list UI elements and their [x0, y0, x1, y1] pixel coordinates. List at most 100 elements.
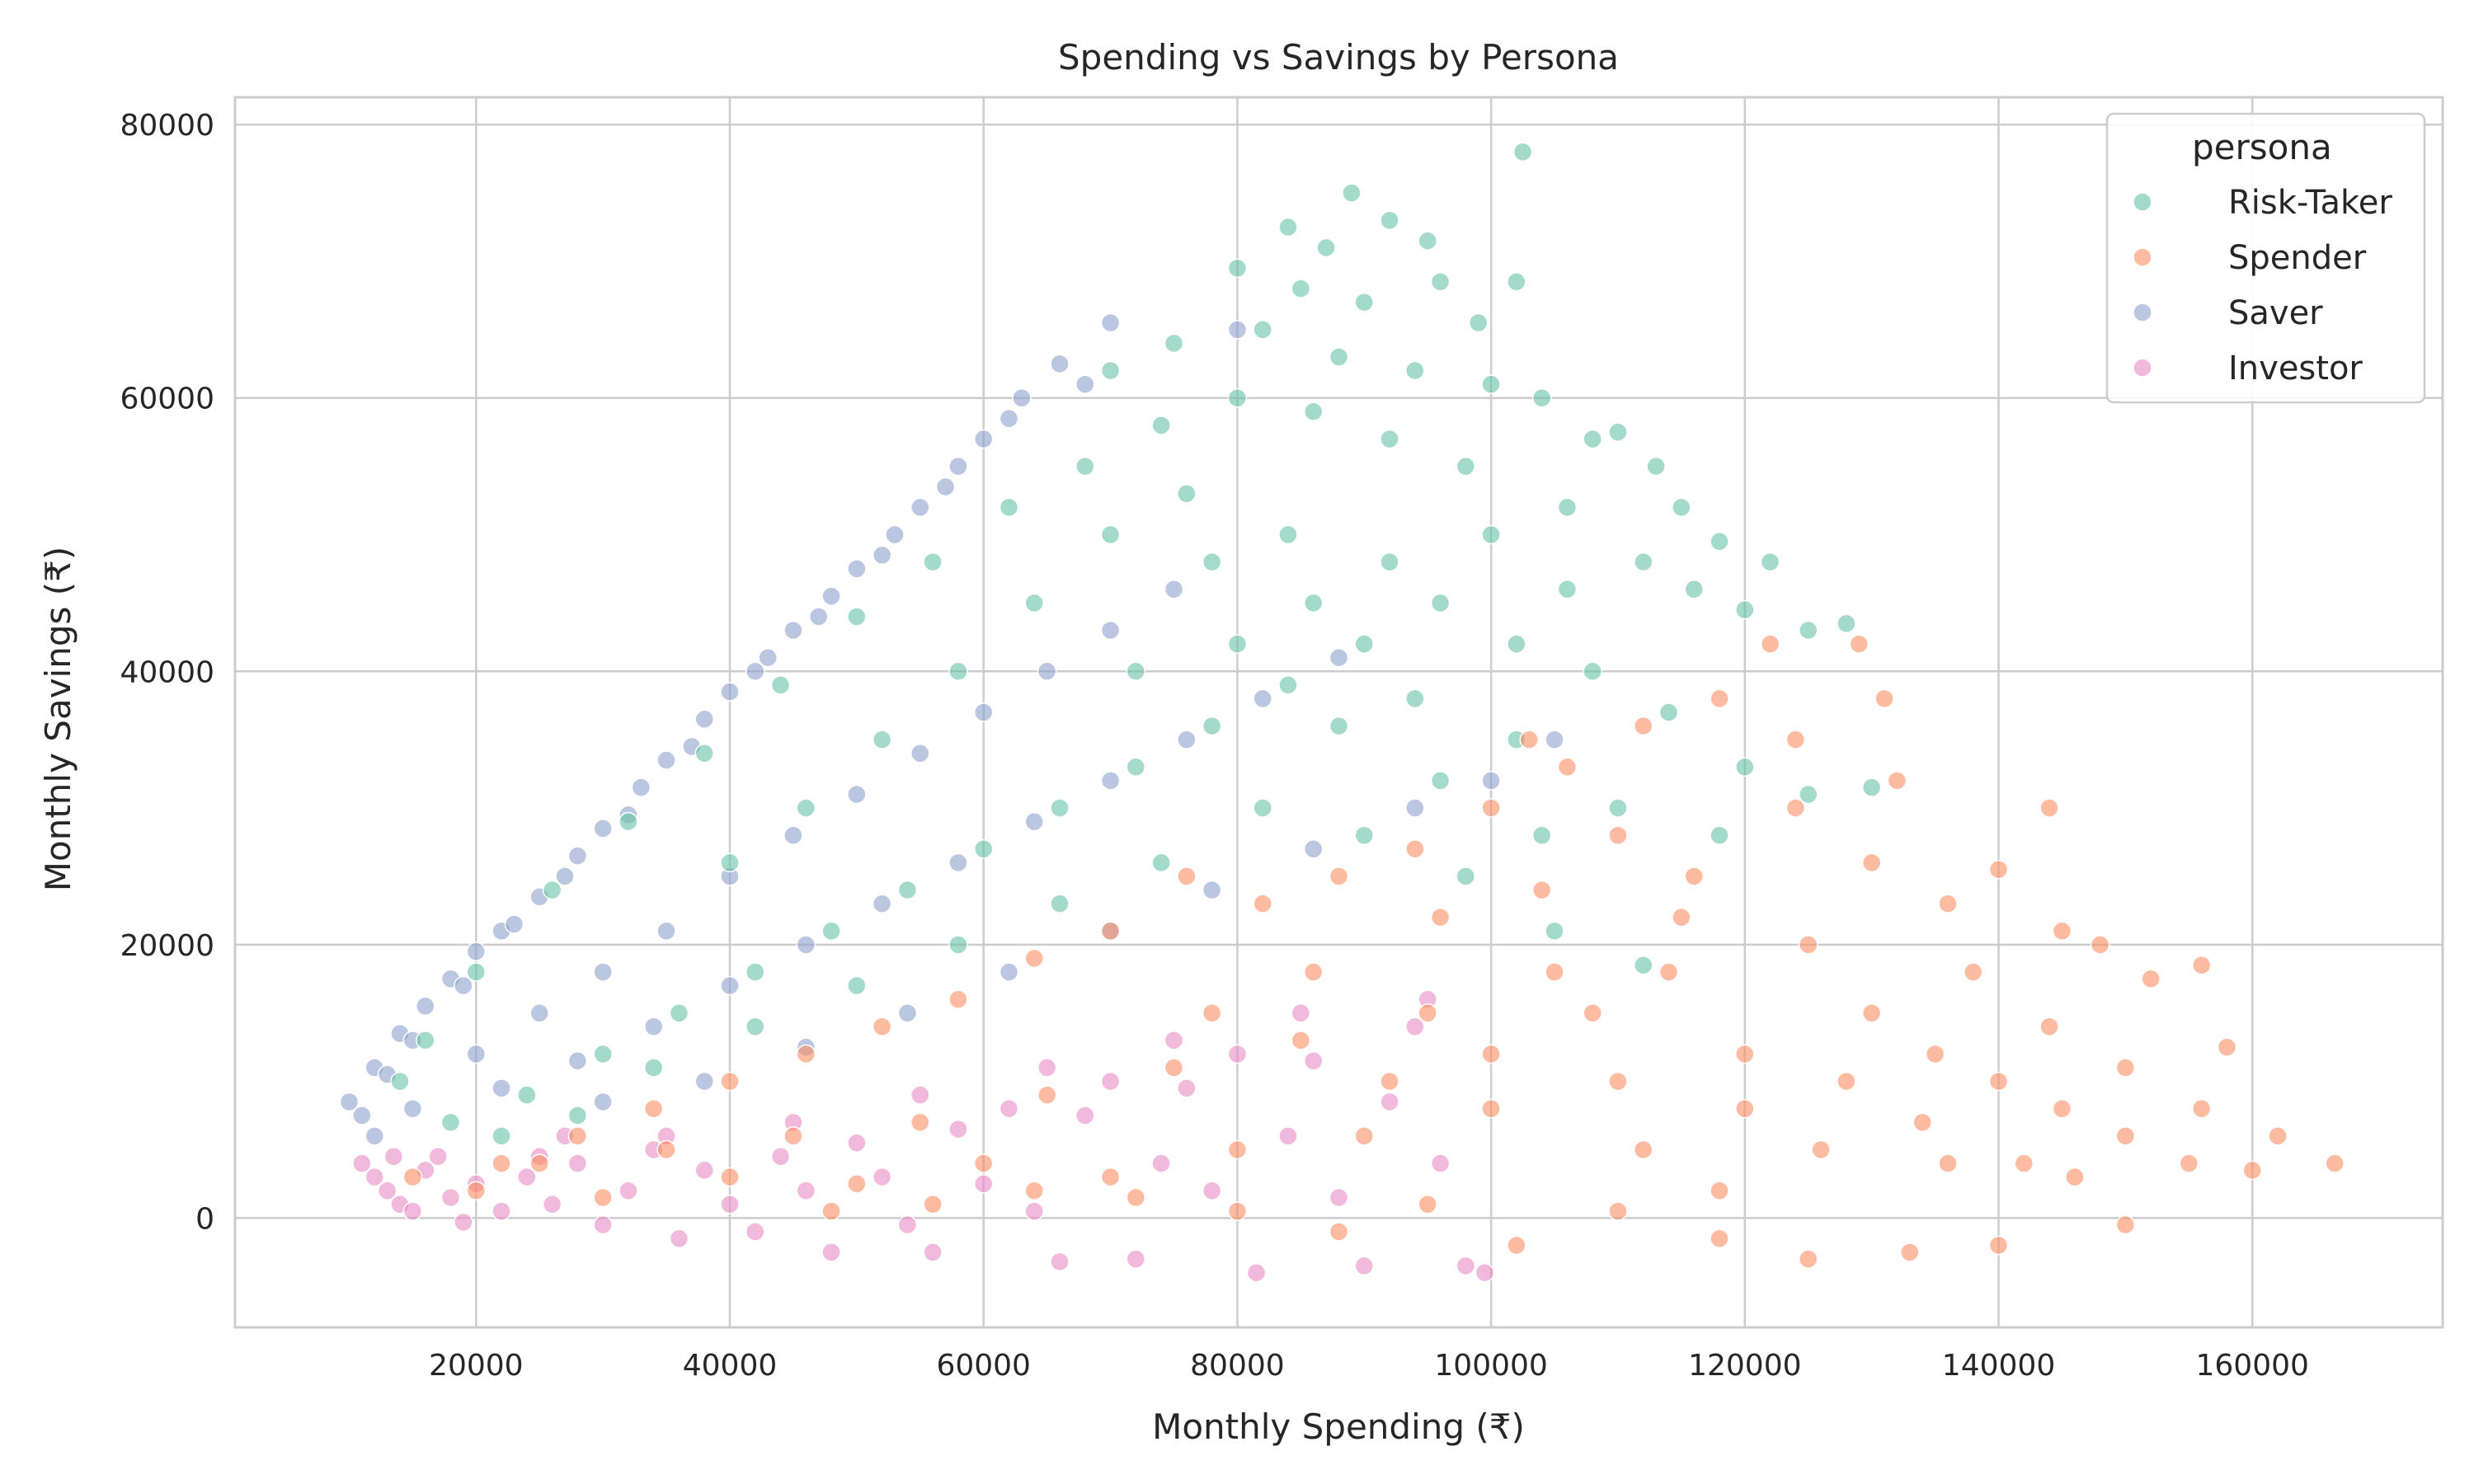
data-point [339, 1092, 360, 1112]
data-point [783, 620, 803, 641]
data-point [567, 846, 588, 866]
data-point [1430, 272, 1451, 292]
data-point [567, 1050, 588, 1071]
x-tick-label: 100000 [1434, 1349, 1547, 1383]
data-point [618, 1181, 638, 1200]
data-point [999, 408, 1019, 429]
data-point [1050, 1252, 1070, 1272]
data-point [1227, 1201, 1248, 1221]
data-point [1151, 416, 1171, 435]
data-point [1672, 907, 1691, 928]
data-point [2065, 1167, 2085, 1187]
data-point [1430, 1153, 1451, 1173]
data-point [1608, 422, 1628, 442]
data-point [821, 921, 841, 941]
data-point [1405, 688, 1425, 709]
data-point [529, 1003, 549, 1023]
data-point [1545, 730, 1564, 749]
data-point [1735, 1099, 1755, 1119]
data-point [1075, 1106, 1095, 1125]
data-point [466, 962, 487, 982]
data-point [1798, 784, 1818, 805]
y-tick-label: 60000 [120, 383, 214, 416]
data-point [593, 819, 613, 838]
data-point [1481, 1099, 1501, 1119]
data-point [1151, 852, 1171, 873]
data-point [796, 935, 816, 955]
data-point [1354, 1126, 1375, 1146]
data-point [454, 975, 473, 996]
data-point [1329, 1187, 1349, 1208]
data-point [999, 497, 1019, 518]
data-point [1475, 1262, 1495, 1283]
data-point [1557, 757, 1578, 777]
data-point [1177, 866, 1197, 886]
data-point [1024, 1181, 1045, 1200]
data-point [2141, 969, 2161, 989]
data-point [694, 743, 714, 763]
data-point [1608, 1071, 1628, 1092]
data-point [796, 1181, 816, 1200]
legend-marker [2133, 247, 2152, 267]
data-point [1608, 825, 1628, 845]
data-point [1253, 798, 1272, 818]
legend-entries: Risk-Taker Spender Saver Investor [2133, 184, 2392, 387]
data-point [1964, 962, 1983, 982]
data-point [770, 675, 791, 695]
data-point [1583, 429, 1602, 449]
data-point [720, 1195, 740, 1214]
data-point [1164, 333, 1184, 354]
data-point [720, 852, 740, 873]
data-point [796, 798, 816, 818]
data-point [1303, 593, 1324, 613]
data-point [1354, 634, 1375, 654]
data-point [1227, 387, 1248, 408]
data-point [1100, 921, 1121, 941]
data-point [973, 1174, 994, 1194]
data-point [1037, 1058, 1057, 1078]
data-point [2325, 1153, 2345, 1173]
data-point [1798, 1249, 1818, 1269]
data-point [948, 852, 968, 873]
legend-label: Investor [2228, 350, 2363, 387]
data-point [1481, 524, 1501, 545]
data-point [1456, 1256, 1476, 1276]
data-point [2039, 798, 2059, 818]
data-point [390, 1071, 410, 1092]
legend-marker [2133, 192, 2152, 212]
data-point [1177, 1078, 1197, 1098]
data-point [555, 866, 575, 886]
data-point [948, 661, 968, 682]
data-point [872, 894, 892, 913]
data-point [1278, 1126, 1298, 1146]
series-risk-taker [390, 142, 1882, 1146]
data-point [656, 750, 676, 770]
data-point [542, 1195, 562, 1214]
data-point [1100, 620, 1121, 641]
legend-box [2105, 112, 2426, 404]
data-point [948, 989, 968, 1009]
data-point [1811, 1139, 1831, 1160]
data-point [973, 429, 994, 449]
data-point [1100, 1167, 1121, 1187]
data-point [1710, 1228, 1729, 1248]
data-point [1925, 1044, 1945, 1064]
data-point [1100, 524, 1121, 545]
data-point [1100, 1071, 1121, 1092]
data-point [1024, 593, 1045, 613]
data-point [923, 1242, 943, 1262]
data-point [897, 1003, 918, 1023]
data-point [847, 784, 867, 805]
series-saver [339, 312, 1564, 1146]
data-point [466, 942, 487, 961]
data-point [1735, 599, 1755, 620]
data-point [1100, 360, 1121, 381]
data-point [694, 709, 714, 730]
data-point [1012, 387, 1032, 408]
data-point [1735, 1044, 1755, 1064]
legend-label: Saver [2228, 294, 2323, 332]
data-point [631, 777, 651, 797]
data-point [567, 1153, 588, 1173]
data-point [1164, 580, 1184, 599]
